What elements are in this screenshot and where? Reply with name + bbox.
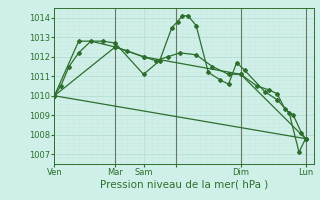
X-axis label: Pression niveau de la mer( hPa ): Pression niveau de la mer( hPa ) bbox=[100, 180, 268, 190]
